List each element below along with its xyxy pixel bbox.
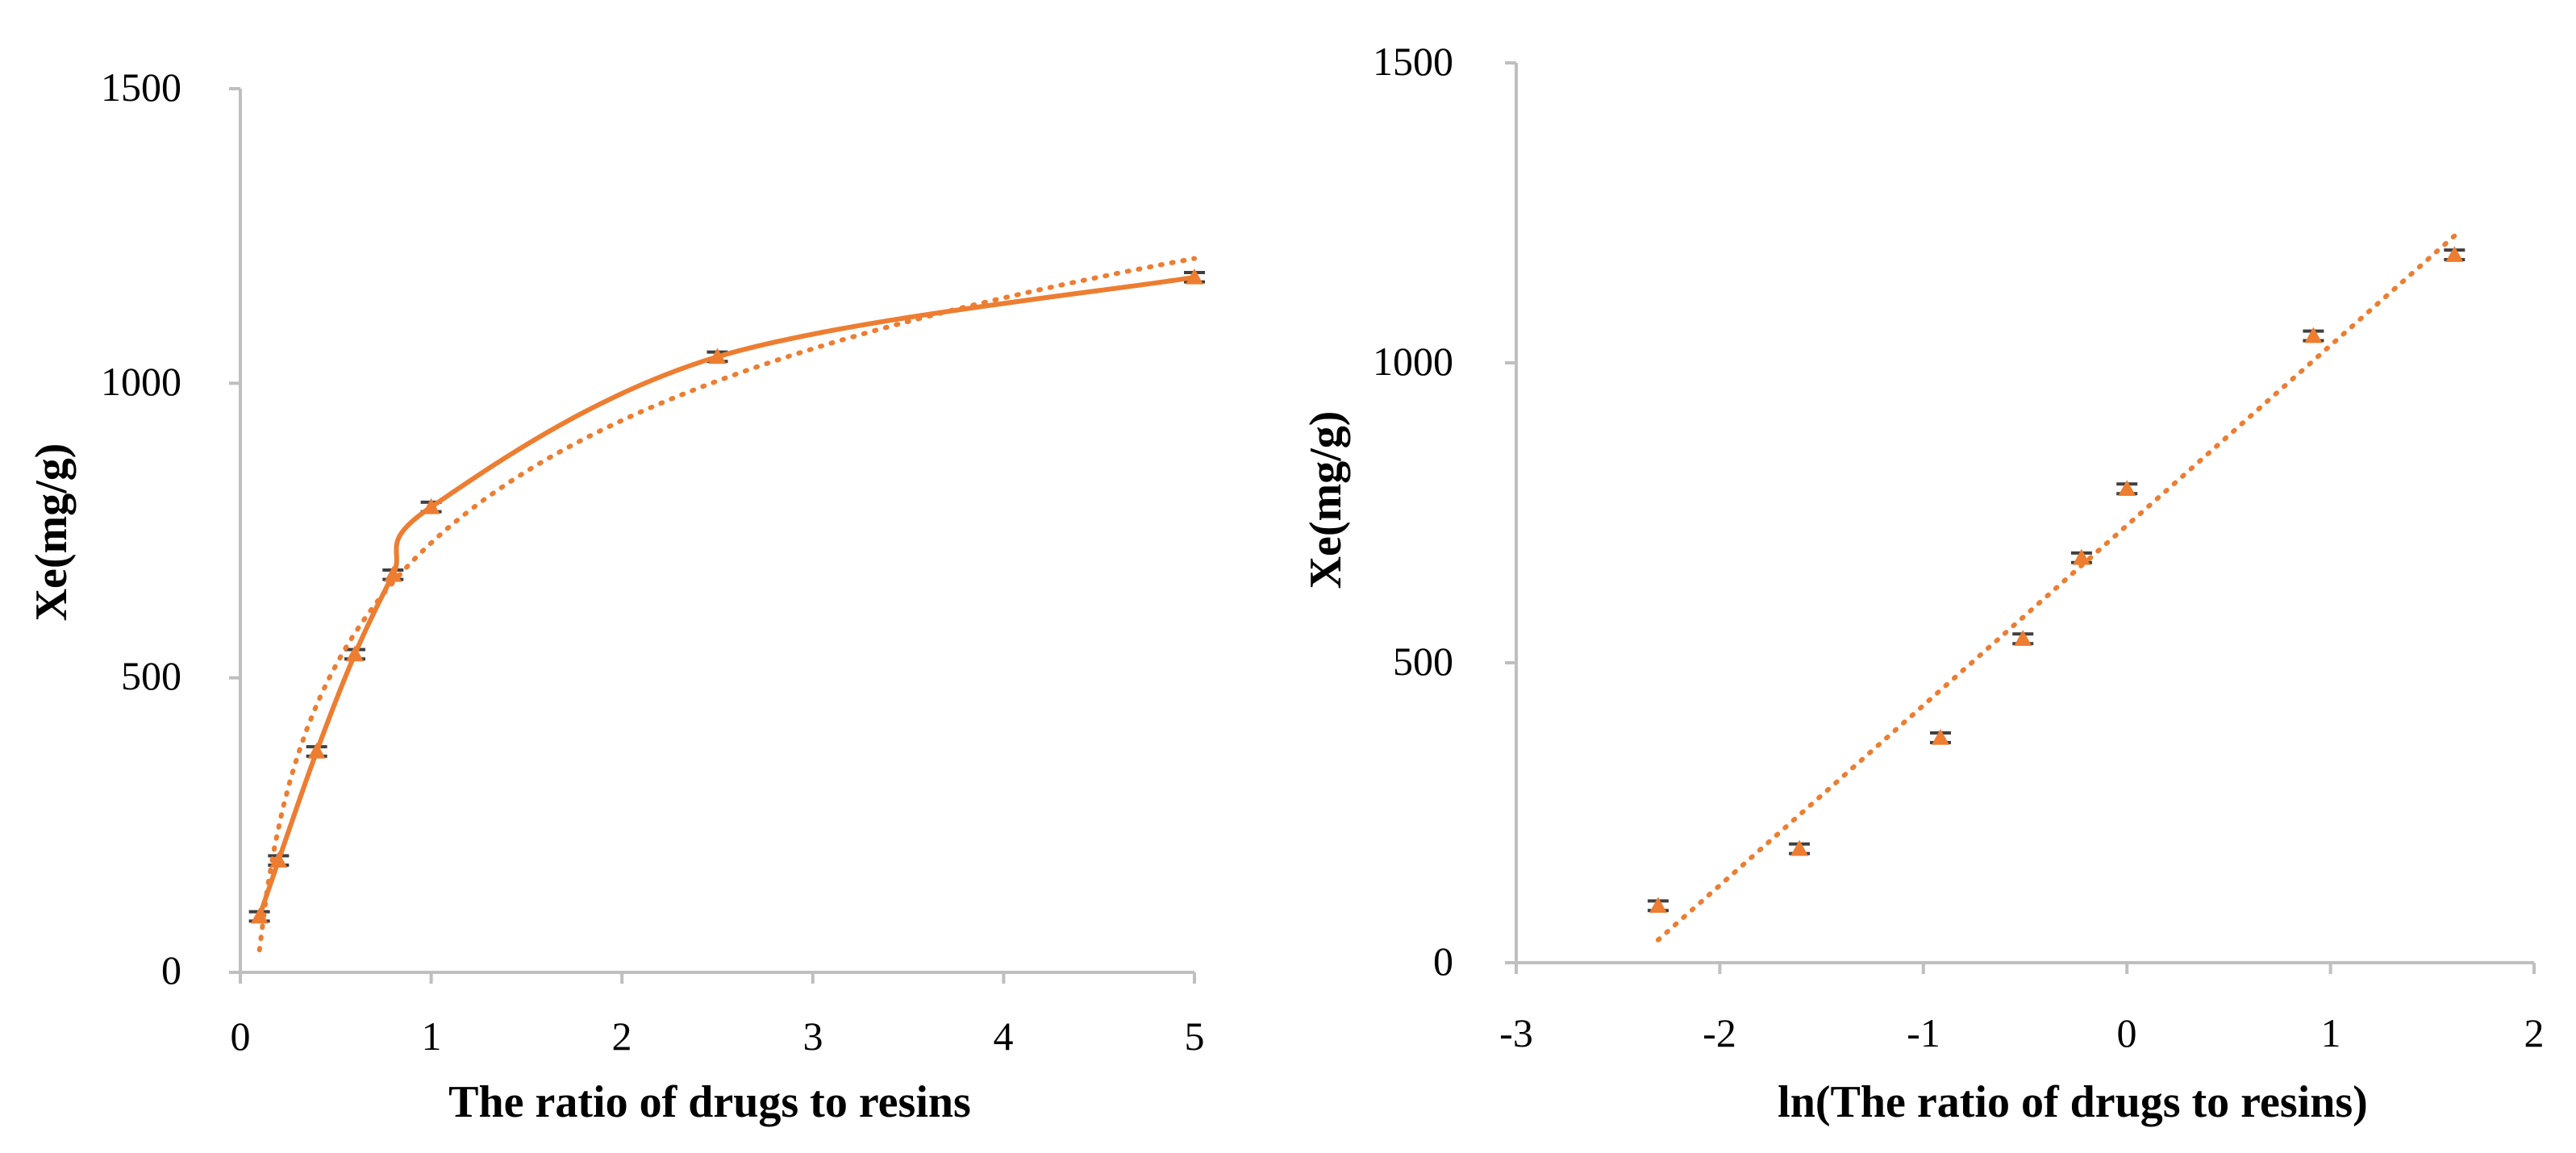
data-point [2014, 630, 2032, 647]
data-point [2072, 548, 2090, 565]
data-point [2118, 480, 2136, 497]
series-line [256, 274, 1195, 918]
x-tick-label: -1 [1907, 1010, 1940, 1055]
y-tick-label: 1000 [1373, 339, 1453, 384]
data-point [2445, 246, 2464, 262]
chart-left: 0 500 1000 1500 0 1 2 3 4 5 The ratio of… [27, 65, 1205, 1127]
chart-right-x-ticks: -3 -2 -1 0 1 2 [1499, 1010, 2544, 1055]
x-tick-label: 2 [612, 1014, 632, 1059]
x-tick-label: 0 [2117, 1010, 2137, 1055]
chart-left-y-axis-label: Xe(mg/g) [27, 443, 77, 622]
x-tick-label: -3 [1499, 1010, 1533, 1055]
y-tick-label: 0 [161, 947, 181, 993]
x-tick-label: 1 [422, 1014, 442, 1059]
trendline [256, 256, 1197, 953]
x-tick-label: 3 [803, 1014, 823, 1059]
data-point [1649, 897, 1667, 914]
y-tick-label: 1500 [1373, 39, 1453, 84]
x-tick-label: 1 [2321, 1010, 2341, 1055]
data-point [1790, 839, 1809, 856]
trendline [1655, 233, 2457, 943]
chart-right-y-ticks: 0 500 1000 1500 [1373, 39, 1453, 984]
x-tick-label: 5 [1185, 1014, 1205, 1059]
chart-right: 0 500 1000 1500 -3 -2 -1 0 1 2 ln(The ra… [1301, 39, 2545, 1127]
x-tick-label: -2 [1703, 1010, 1736, 1055]
chart-right-y-axis-label: Xe(mg/g) [1301, 411, 1351, 589]
chart-right-plot [1505, 61, 2536, 974]
y-tick-label: 0 [1433, 939, 1453, 984]
x-tick-label: 2 [2524, 1010, 2545, 1055]
data-point [1932, 729, 1950, 745]
y-tick-label: 1500 [101, 65, 181, 110]
y-tick-label: 500 [121, 653, 181, 698]
chart-right-x-axis-label: ln(The ratio of drugs to resins) [1778, 1077, 2368, 1127]
x-tick-label: 0 [231, 1014, 251, 1059]
y-tick-label: 500 [1393, 639, 1453, 684]
chart-left-y-ticks: 0 500 1000 1500 [101, 65, 181, 993]
data-point [2304, 327, 2323, 343]
y-tick-label: 1000 [101, 359, 181, 404]
x-tick-label: 4 [994, 1014, 1014, 1059]
chart-left-x-ticks: 0 1 2 3 4 5 [231, 1014, 1205, 1059]
chart-left-plot [229, 87, 1205, 984]
chart-left-x-axis-label: The ratio of drugs to resins [448, 1077, 971, 1127]
